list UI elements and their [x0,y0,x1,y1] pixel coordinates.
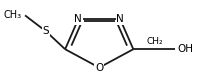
Text: N: N [74,15,82,25]
Text: CH₂: CH₂ [146,37,163,46]
Text: OH: OH [178,44,194,54]
Text: S: S [43,26,49,36]
Text: N: N [116,15,124,25]
Text: CH₃: CH₃ [4,10,22,20]
Text: O: O [95,63,103,73]
